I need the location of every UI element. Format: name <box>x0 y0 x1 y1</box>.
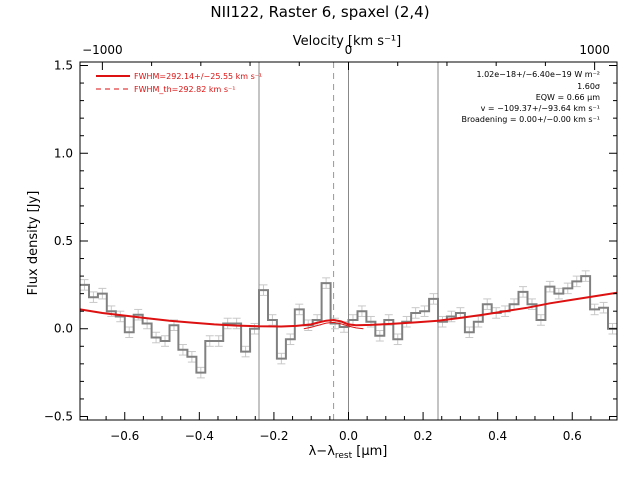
top-tick-label: −1000 <box>82 43 123 57</box>
y-tick-label: 0.0 <box>54 322 73 336</box>
x-tick-label: −0.6 <box>110 429 139 443</box>
legend-label-fwhm-th: FWHM_th=292.82 km s⁻¹ <box>134 85 235 94</box>
top-tick-label: 1000 <box>579 43 610 57</box>
x-tick-label: 0.0 <box>339 429 358 443</box>
y-tick-label: 0.5 <box>54 234 73 248</box>
spectrum-step-line <box>80 275 617 374</box>
annotation-broadening: Broadening = 0.00+/−0.00 km s⁻¹ <box>462 115 600 124</box>
legend: FWHM=292.14+/−25.55 km s⁻¹ FWHM_th=292.8… <box>96 72 262 94</box>
x-tick-label: −0.4 <box>185 429 214 443</box>
chart-title: NII122, Raster 6, spaxel (2,4) <box>210 3 429 21</box>
annotation-line-flux: 1.02e−18+/−6.40e−19 W m⁻² <box>476 70 600 79</box>
chart-marks: −0.6 −0.4 −0.2 0.0 0.2 0.4 0.6 −0.5 0.0 0.5 1.0 1.5… <box>44 43 618 443</box>
x-axis-label-subscript: rest <box>335 451 353 461</box>
annotation-significance: 1.60σ <box>577 82 600 91</box>
top-tick-label: 0 <box>345 43 353 57</box>
y-tick-label: 1.5 <box>54 59 73 73</box>
y-tick-label: 1.0 <box>54 146 73 160</box>
x-tick-label: 0.6 <box>563 429 582 443</box>
annotation-eqw: EQW = 0.66 μm <box>536 93 600 102</box>
x-axis-label-main: λ−λ <box>309 444 336 459</box>
x-tick-label: 0.4 <box>488 429 507 443</box>
plot-area <box>80 270 617 379</box>
x-tick-label: 0.2 <box>414 429 433 443</box>
annotations: 1.02e−18+/−6.40e−19 W m⁻² 1.60σ EQW = 0.… <box>462 70 601 124</box>
x-axis-label-unit: [μm] <box>352 444 387 459</box>
y-axis-label: Flux density [Jy] <box>26 191 41 296</box>
x-tick-label: −0.2 <box>259 429 288 443</box>
fit-curve-line <box>80 291 617 328</box>
gaussian-component-line <box>303 321 364 330</box>
y-tick-label: −0.5 <box>44 409 73 423</box>
x-axis-label: λ−λrest [μm] <box>309 444 388 461</box>
top-axis-label: Velocity [km s⁻¹] <box>293 34 401 49</box>
legend-label-fwhm: FWHM=292.14+/−25.55 km s⁻¹ <box>134 72 262 81</box>
annotation-velocity: v = −109.37+/−93.64 km s⁻¹ <box>481 104 600 113</box>
